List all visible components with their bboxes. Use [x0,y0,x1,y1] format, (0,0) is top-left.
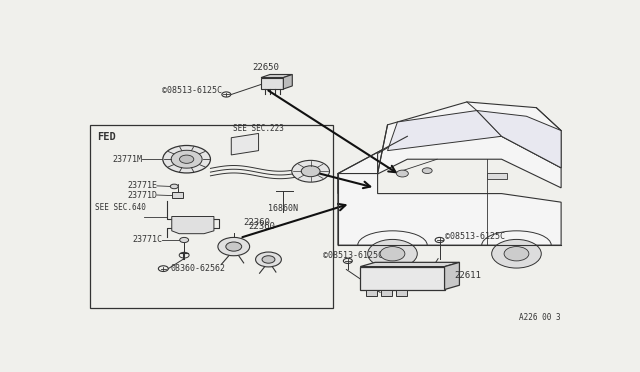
Circle shape [179,155,194,163]
Circle shape [301,166,320,177]
Polygon shape [445,262,460,289]
Polygon shape [360,267,445,289]
Text: SEE SEC.223: SEE SEC.223 [233,124,284,132]
Text: 08360-62562: 08360-62562 [170,264,225,273]
Circle shape [170,184,178,189]
Circle shape [255,252,282,267]
Text: 22360: 22360 [244,218,271,227]
Text: 23771E: 23771E [127,182,157,190]
Text: 23771M: 23771M [112,155,142,164]
Polygon shape [381,289,392,296]
Text: 22360: 22360 [249,222,275,231]
Polygon shape [261,78,284,89]
Polygon shape [388,110,502,151]
Text: 23771D: 23771D [127,190,157,199]
Circle shape [226,242,242,251]
Circle shape [422,168,432,173]
Circle shape [180,237,189,243]
Polygon shape [172,217,214,234]
Circle shape [218,237,250,256]
Circle shape [292,160,330,182]
Polygon shape [338,173,561,245]
Text: ©08513-6125C: ©08513-6125C [323,251,383,260]
Circle shape [380,247,405,261]
Polygon shape [477,110,561,168]
Circle shape [171,150,202,168]
Bar [90,125,333,308]
Text: FED: FED [97,132,116,142]
Polygon shape [231,134,259,155]
Circle shape [163,145,211,173]
Polygon shape [396,289,407,296]
Text: 22650: 22650 [253,63,280,73]
Polygon shape [366,289,377,296]
Polygon shape [284,74,292,89]
Text: ©08513-6125C: ©08513-6125C [445,232,504,241]
Polygon shape [378,102,561,173]
Text: ©08513-6125C: ©08513-6125C [162,86,222,95]
Text: 23771C: 23771C [132,235,162,244]
Text: A226 00 3: A226 00 3 [520,314,561,323]
Bar [486,173,507,179]
Circle shape [262,256,275,263]
Text: SEE SEC.640: SEE SEC.640 [95,203,146,212]
Polygon shape [338,136,561,193]
Bar [172,192,183,198]
Polygon shape [360,262,460,267]
Circle shape [492,240,541,268]
Text: 16860N: 16860N [269,204,298,213]
Polygon shape [261,74,292,78]
Circle shape [367,240,417,268]
Circle shape [396,170,408,177]
Text: 22611: 22611 [454,271,481,280]
Circle shape [504,247,529,261]
